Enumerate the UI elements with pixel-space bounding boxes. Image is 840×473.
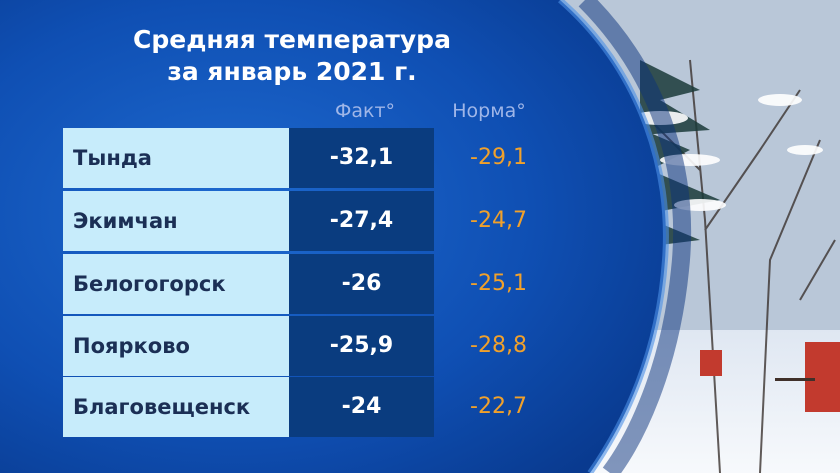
city-cell: Благовещенск [63,377,289,437]
fact-value: -24 [289,377,434,437]
norm-value: -29,1 [470,145,527,170]
chart-title: Средняя температура за январь 2021 г. [0,24,584,88]
title-line-1: Средняя температура [133,25,451,54]
title-line-2: за январь 2021 г. [167,57,417,86]
fact-value: -25,9 [289,316,434,376]
table-row: Тында -32,1 -29,1 [63,128,563,188]
city-cell: Поярково [63,316,289,376]
city-cell: Экимчан [63,191,289,251]
city-cell: Белогогорск [63,254,289,314]
city-cell: Тында [63,128,289,188]
norm-value: -22,7 [470,394,527,419]
norm-value: -25,1 [470,271,527,296]
table-row: Благовещенск -24 -22,7 [63,377,563,437]
table-row: Поярково -25,9 -28,8 [63,316,563,376]
table-row: Экимчан -27,4 -24,7 [63,191,563,251]
table-row: Белогогорск -26 -25,1 [63,254,563,314]
fact-value: -32,1 [289,128,434,188]
norm-value: -28,8 [470,333,527,358]
fact-value: -27,4 [289,191,434,251]
header-fact: Факт° [334,100,396,122]
fact-value: -26 [289,254,434,314]
header-norm: Норма° [452,100,526,122]
norm-value: -24,7 [470,208,527,233]
